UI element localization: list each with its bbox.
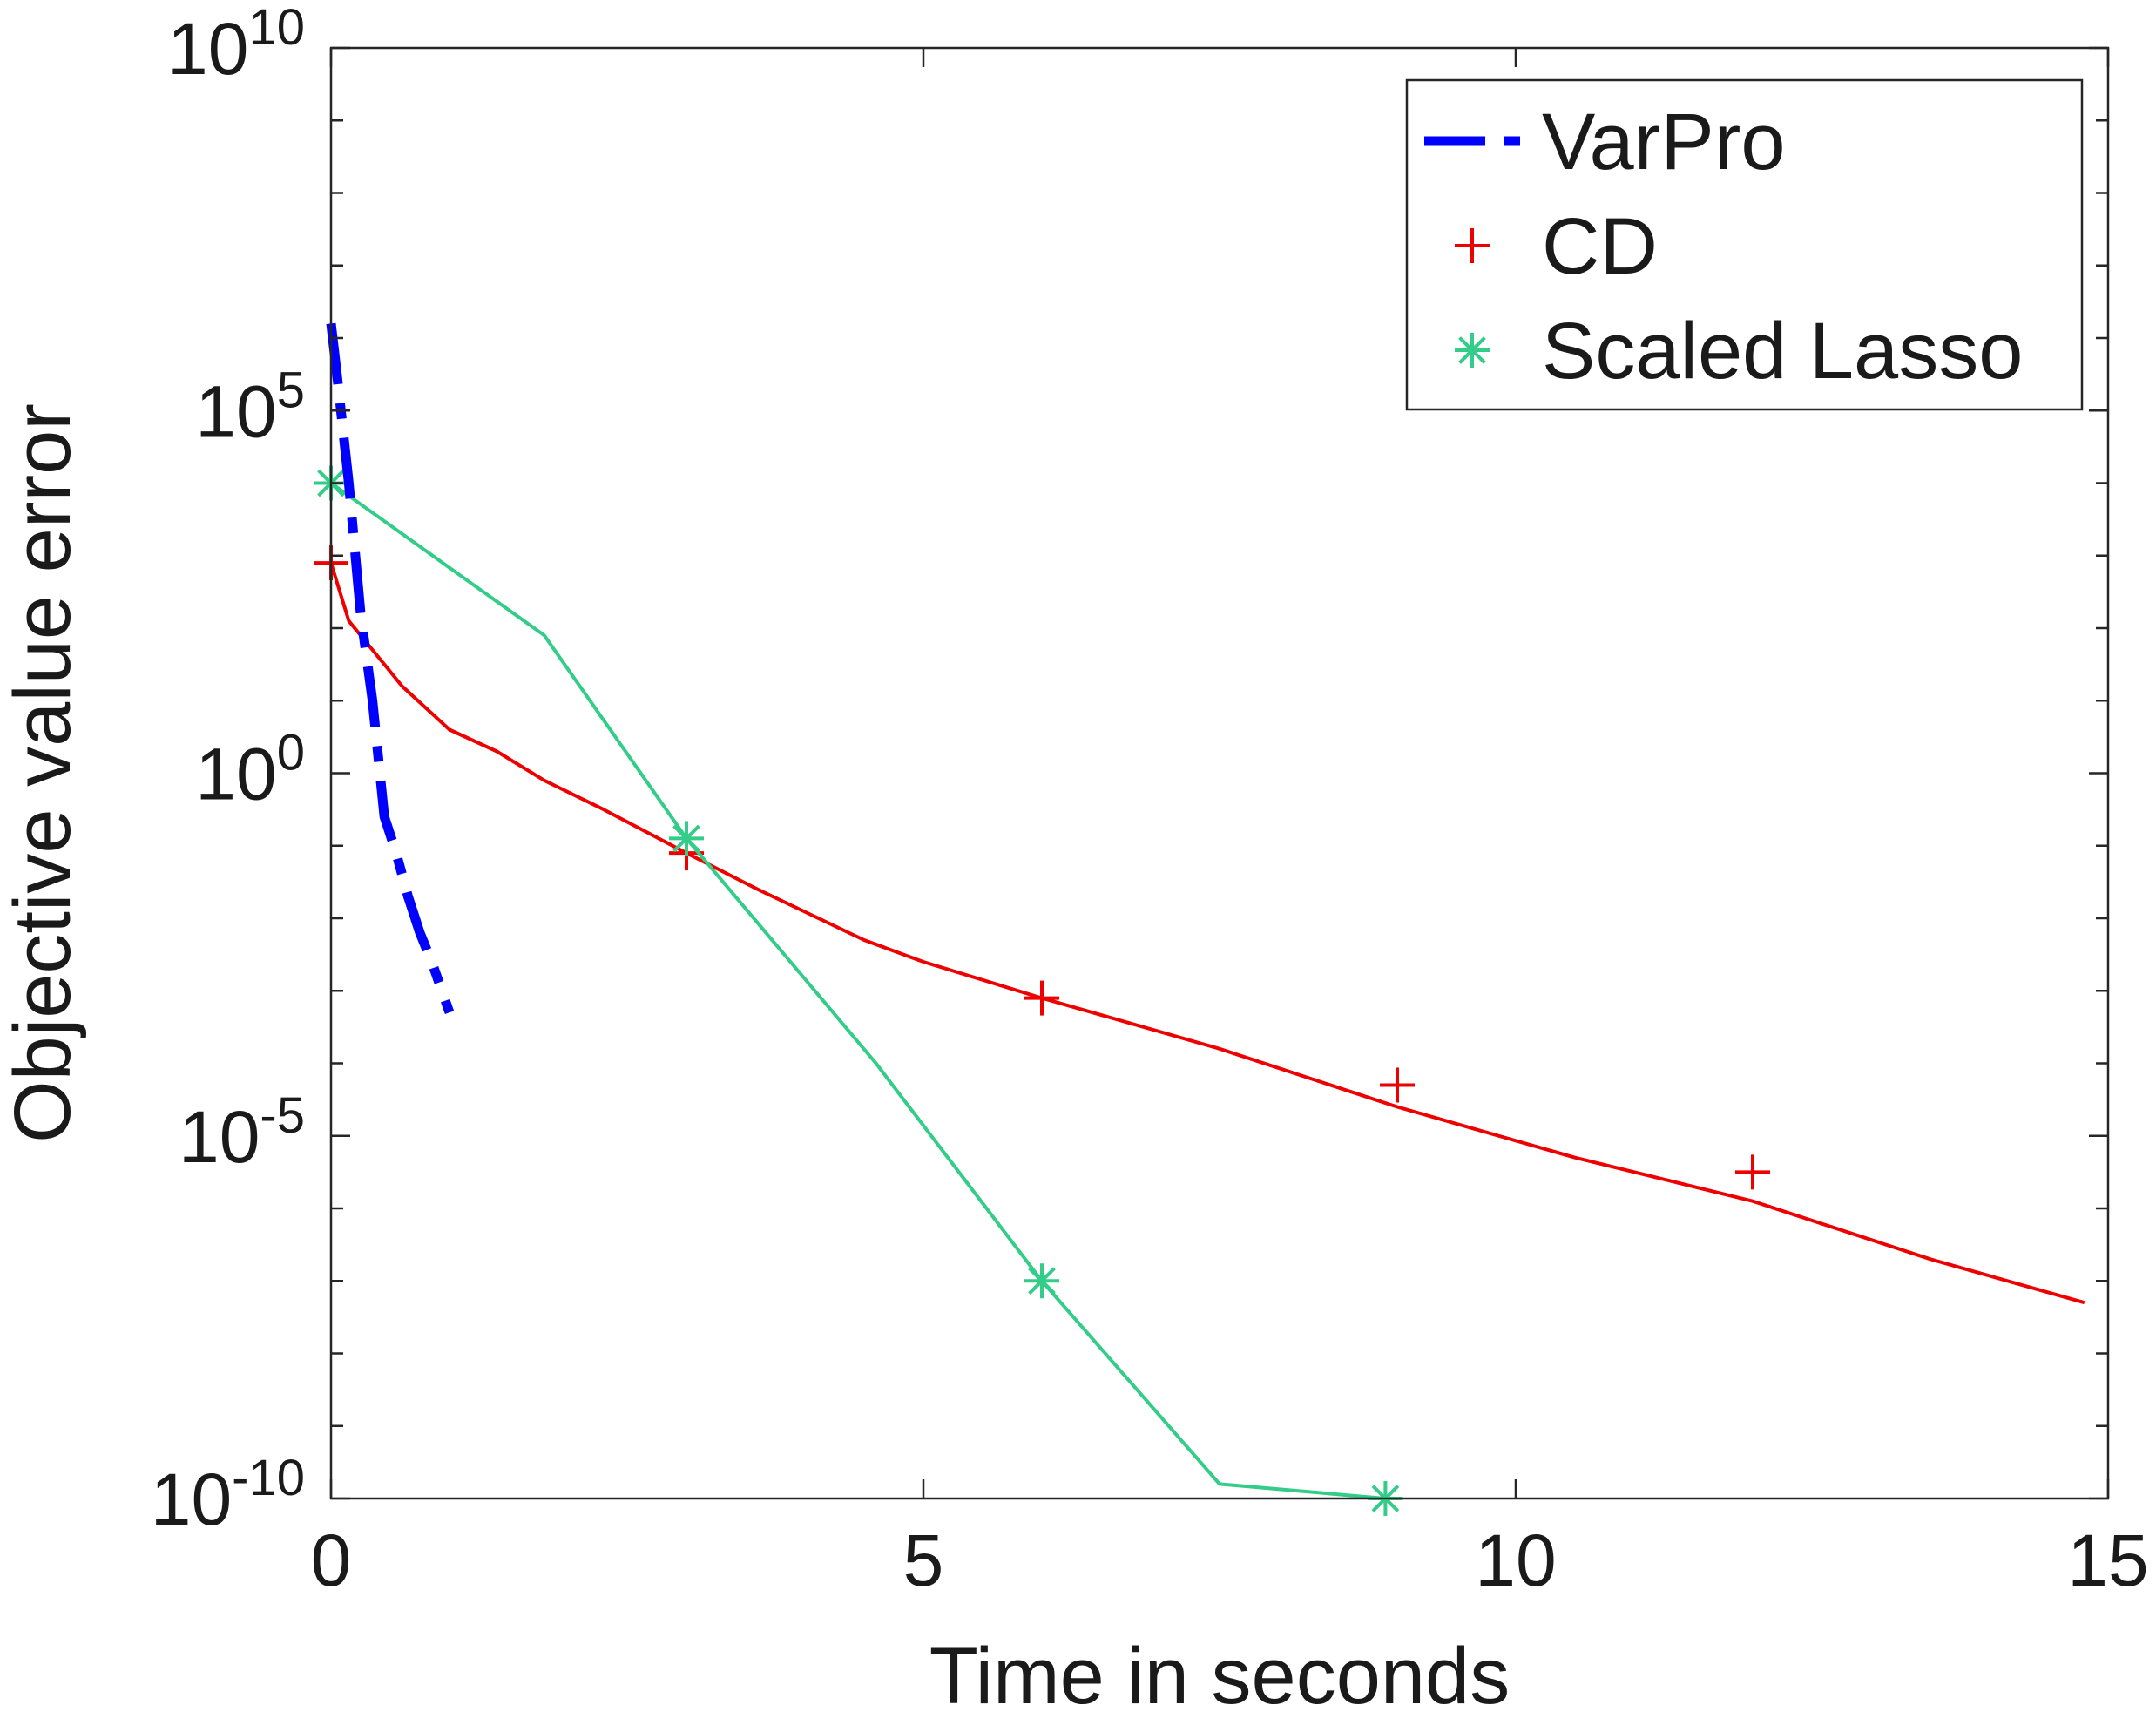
y-axis-label: Objective value error [0, 403, 87, 1143]
tick-labels: 0 5 10 15 1010 105 100 10-5 10-10 [151, 0, 2149, 1601]
legend-label: VarPro [1542, 98, 1786, 186]
marker-scaled-lasso [1024, 1263, 1059, 1299]
legend-label: CD [1542, 202, 1658, 291]
y-tick-label: 10-10 [151, 1450, 305, 1540]
marker-cd [1735, 1154, 1770, 1190]
legend-label: Scaled Lasso [1542, 307, 2023, 396]
marker-cd [1024, 980, 1059, 1016]
legend-swatch [1458, 336, 1486, 364]
legend-entry-varpro: VarPro [1424, 98, 1786, 186]
legend-entry-scaled-lasso: Scaled Lasso [1455, 307, 2023, 396]
x-axis-label: Time in seconds [929, 1632, 1510, 1721]
x-tick-label: 0 [311, 1519, 352, 1601]
y-tick-label: 100 [195, 725, 305, 815]
series-cd [314, 545, 2085, 1305]
series-line-cd [329, 562, 2085, 1305]
marker-stroke [672, 824, 700, 853]
series-scaled-lasso [314, 465, 1403, 1516]
legend: VarPro CD Scaled Lasso [1405, 78, 2084, 411]
series-line-scaled-lasso [329, 481, 1386, 1500]
y-tick-label: 1010 [167, 0, 305, 90]
plot-lines [314, 322, 2085, 1516]
y-tick-label: 10-5 [179, 1087, 305, 1178]
x-tick-label: 5 [903, 1519, 944, 1601]
series-line-varpro [326, 322, 455, 1015]
series-varpro [326, 322, 455, 1015]
marker-stroke [1028, 1267, 1056, 1295]
x-tick-label: 15 [2067, 1519, 2148, 1601]
ticks [329, 46, 2110, 1500]
legend-box [1405, 78, 2084, 411]
legend-entry-cd: CD [1455, 202, 1658, 291]
marker-scaled-lasso [669, 821, 704, 856]
x-tick-label: 10 [1475, 1519, 1556, 1601]
marker-cd [1380, 1067, 1415, 1103]
y-tick-label: 105 [195, 362, 305, 452]
